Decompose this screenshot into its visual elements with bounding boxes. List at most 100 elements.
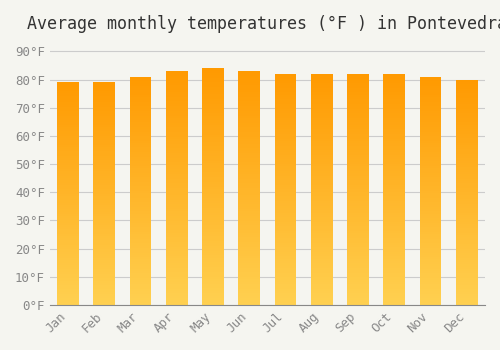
Bar <box>456 174 477 176</box>
Bar <box>347 199 369 201</box>
Bar <box>238 246 260 249</box>
Bar <box>94 281 115 283</box>
Bar <box>347 111 369 113</box>
Bar <box>166 202 188 204</box>
Bar <box>274 257 296 259</box>
Bar <box>166 162 188 164</box>
Bar <box>166 108 188 111</box>
Bar <box>166 268 188 270</box>
Bar <box>274 97 296 99</box>
Bar <box>456 224 477 226</box>
Bar <box>57 298 79 301</box>
Bar <box>57 96 79 98</box>
Bar <box>384 92 405 95</box>
Bar <box>347 247 369 250</box>
Bar <box>57 203 79 205</box>
Bar <box>130 198 152 200</box>
Bar <box>456 168 477 170</box>
Bar <box>311 210 332 212</box>
Bar <box>166 160 188 162</box>
Bar <box>384 238 405 240</box>
Bar <box>274 264 296 266</box>
Bar <box>57 207 79 209</box>
Bar <box>456 296 477 298</box>
Bar <box>456 303 477 305</box>
Bar <box>238 139 260 141</box>
Bar <box>166 303 188 305</box>
Bar <box>166 256 188 258</box>
Bar <box>238 78 260 80</box>
Bar <box>456 271 477 273</box>
Bar <box>311 277 332 280</box>
Bar <box>166 181 188 183</box>
Bar <box>311 157 332 159</box>
Bar <box>94 256 115 258</box>
Bar <box>347 264 369 266</box>
Bar <box>57 105 79 107</box>
Bar <box>94 287 115 289</box>
Bar <box>130 218 152 220</box>
Bar <box>130 237 152 239</box>
Bar <box>311 153 332 155</box>
Bar <box>238 76 260 78</box>
Bar <box>274 250 296 252</box>
Bar <box>420 138 442 141</box>
Bar <box>57 138 79 140</box>
Bar <box>347 74 369 76</box>
Bar <box>274 298 296 300</box>
Bar <box>420 271 442 273</box>
Bar <box>420 248 442 250</box>
Bar <box>311 231 332 233</box>
Bar <box>274 183 296 185</box>
Bar <box>384 153 405 155</box>
Bar <box>202 142 224 144</box>
Bar <box>311 134 332 136</box>
Bar <box>456 109 477 111</box>
Bar <box>94 198 115 200</box>
Bar <box>166 204 188 207</box>
Bar <box>456 260 477 262</box>
Bar <box>384 178 405 180</box>
Bar <box>420 86 442 88</box>
Bar <box>130 204 152 207</box>
Bar <box>420 177 442 180</box>
Bar <box>274 108 296 111</box>
Bar <box>57 129 79 131</box>
Bar <box>274 125 296 127</box>
Bar <box>384 146 405 148</box>
Bar <box>94 116 115 118</box>
Bar <box>347 257 369 259</box>
Bar <box>384 210 405 212</box>
Bar <box>94 100 115 103</box>
Bar <box>311 146 332 148</box>
Bar <box>420 122 442 125</box>
Bar <box>274 231 296 233</box>
Bar <box>57 287 79 289</box>
Bar <box>57 165 79 167</box>
Bar <box>311 143 332 146</box>
Bar <box>202 246 224 248</box>
Bar <box>130 268 152 271</box>
Bar <box>456 120 477 122</box>
Bar <box>384 97 405 99</box>
Bar <box>238 141 260 144</box>
Bar <box>420 77 442 79</box>
Bar <box>57 152 79 154</box>
Bar <box>347 208 369 210</box>
Bar <box>202 85 224 87</box>
Bar <box>94 263 115 265</box>
Bar <box>384 219 405 222</box>
Bar <box>311 245 332 247</box>
Bar <box>166 246 188 249</box>
Bar <box>456 95 477 98</box>
Bar <box>456 91 477 93</box>
Bar <box>456 219 477 222</box>
Bar <box>456 298 477 301</box>
Bar <box>166 249 188 251</box>
Bar <box>202 116 224 118</box>
Bar <box>57 149 79 152</box>
Bar <box>57 174 79 176</box>
Bar <box>384 291 405 294</box>
Bar <box>202 130 224 132</box>
Bar <box>384 169 405 171</box>
